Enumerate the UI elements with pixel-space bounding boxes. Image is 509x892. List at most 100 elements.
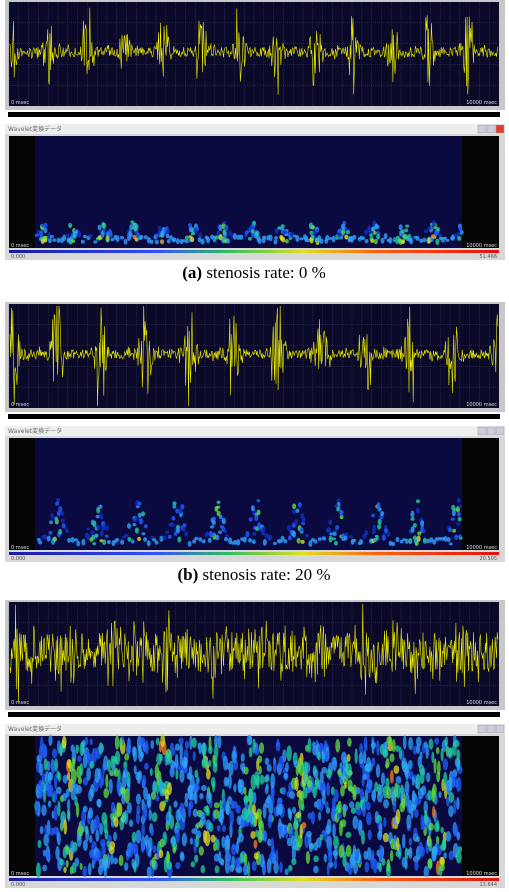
spectro-blob [235, 840, 240, 855]
spectro-blob [62, 846, 68, 859]
spectro-blob [141, 532, 146, 536]
spectro-blob [175, 238, 180, 245]
spectro-blob [159, 535, 164, 542]
spectro-blob [221, 835, 226, 849]
spectro-blob [378, 822, 383, 838]
spectro-blob [391, 541, 396, 547]
spectro-blob [191, 737, 197, 749]
spectro-blob [414, 809, 419, 818]
scale-min-label: 0.000 [11, 254, 25, 260]
spectro-blob [200, 785, 207, 792]
spectro-blob [230, 800, 235, 810]
spectro-blob [339, 510, 344, 515]
waveform-trace [9, 305, 499, 407]
window-button [495, 426, 505, 436]
spectro-blob [75, 802, 80, 818]
spectro-blob [65, 860, 69, 868]
spectro-blob [413, 827, 418, 840]
spectro-blob [419, 751, 423, 760]
spectro-blob [266, 858, 272, 874]
spectro-blob [280, 535, 285, 542]
spectro-blob [305, 851, 311, 865]
spectro-blob [319, 834, 324, 841]
spectro-blob [137, 512, 142, 518]
spectro-blob [233, 539, 238, 545]
spectro-blob [70, 744, 75, 753]
spectro-blob [286, 745, 292, 762]
spectro-blob [367, 781, 372, 794]
spectro-margin [462, 438, 499, 550]
spectro-blob [167, 534, 172, 539]
spectro-blob [287, 524, 292, 532]
spectro-blob [328, 519, 333, 525]
spectro-blob [177, 536, 182, 543]
spectro-blob [404, 793, 410, 808]
spectro-blob [74, 538, 79, 542]
spectro-blob [124, 533, 129, 538]
spectro-blob [451, 234, 456, 241]
spectro-blob [115, 811, 121, 818]
spectro-blob [48, 734, 53, 746]
spectro-blob [360, 829, 365, 845]
spectro-blob [386, 786, 392, 800]
spectro-blob [346, 754, 351, 762]
spectro-blob [160, 733, 166, 747]
spectro-margin [9, 736, 35, 876]
spectro-blob [380, 237, 385, 244]
spectro-blob [441, 838, 447, 851]
spectro-blob [231, 750, 237, 764]
spectro-blob [295, 508, 300, 513]
spectro-blob [173, 800, 178, 808]
spectro-blob [439, 863, 445, 872]
spectro-blob [77, 755, 82, 762]
spectro-blob [285, 762, 289, 772]
spectro-blob [160, 239, 165, 245]
spectro-blob [96, 506, 101, 514]
spectro-blob [75, 744, 80, 754]
spectro-blob [43, 222, 48, 228]
spectro-blob [184, 792, 189, 802]
spectro-blob [381, 534, 386, 541]
spectro-blob [206, 790, 212, 804]
spectro-blob [184, 239, 189, 244]
spectro-blob [221, 517, 226, 525]
window-titlebar [5, 124, 505, 134]
spectro-blob [414, 777, 419, 789]
spectro-blob [194, 769, 199, 778]
spectro-blob [355, 787, 361, 795]
spectro-blob [170, 759, 175, 769]
spectro-blob [211, 532, 216, 536]
spectro-blob [243, 863, 248, 876]
spectro-blob [189, 774, 195, 791]
spectro-blob [231, 844, 237, 856]
spectro-blob [268, 234, 273, 242]
spectro-blob [333, 540, 338, 546]
spectro-blob [43, 235, 48, 239]
spectro-blob [56, 237, 61, 243]
spectro-blob [89, 738, 93, 746]
spectro-blob [335, 739, 341, 753]
spectro-blob [262, 863, 266, 876]
spectro-blob [130, 539, 135, 544]
spectro-blob [155, 794, 160, 802]
spectro-blob [348, 801, 355, 809]
spectro-blob [451, 509, 456, 517]
x-end-label: 10000 msec [466, 243, 497, 249]
panel: 0 msec 10000 msec Wavelet変換データ 0 msec 10000 … [5, 302, 505, 584]
spectro-blob [412, 535, 417, 541]
spectro-blob [349, 854, 355, 869]
spectro-blob [159, 753, 164, 762]
spectro-blob [284, 239, 289, 244]
spectro-blob [374, 223, 379, 230]
spectro-blob [256, 509, 261, 516]
spectro-blob [205, 808, 210, 817]
scroll-bar [8, 414, 500, 419]
spectro-blob [257, 814, 263, 830]
spectro-blob [243, 795, 250, 803]
spectro-blob [110, 817, 115, 828]
spectro-blob [61, 735, 67, 749]
spectro-blob [336, 812, 342, 819]
spectro-blob [103, 787, 109, 799]
spectro-blob [127, 522, 132, 529]
spectro-blob [55, 501, 60, 506]
